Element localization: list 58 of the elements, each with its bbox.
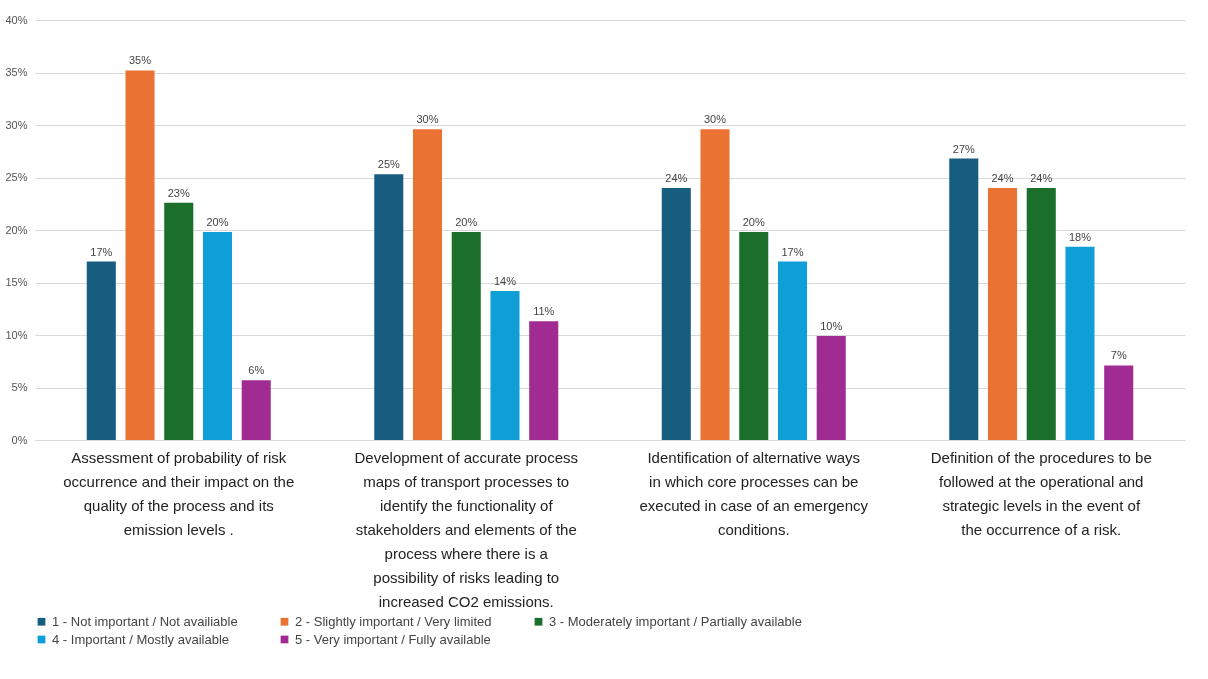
- bar: [164, 202, 194, 440]
- bar: [700, 129, 730, 440]
- x-tick-label: Identification of alternative ways in which core processes can be executed in case of an emergency conditions.: [639, 448, 869, 538]
- bar: [1065, 246, 1095, 440]
- bar: [949, 158, 979, 440]
- data-label: 17%: [90, 245, 113, 258]
- data-label: 10%: [820, 320, 843, 333]
- data-label: 17%: [781, 245, 804, 258]
- bar: [451, 232, 481, 440]
- bar: [412, 129, 443, 440]
- data-label: 24%: [1030, 172, 1053, 184]
- y-tick-label: 5%: [11, 381, 28, 393]
- legend-label: 5 - Very important / Fully available: [295, 631, 491, 647]
- data-label: 24%: [991, 172, 1014, 184]
- bar: [661, 188, 691, 440]
- legend-label: 2 - Slightly important / Very limited: [295, 613, 492, 629]
- bar: [816, 336, 846, 440]
- bar: [86, 261, 116, 440]
- data-label: 20%: [206, 216, 229, 229]
- data-label: 30%: [704, 113, 727, 126]
- bar: [529, 321, 559, 440]
- bar: [490, 290, 520, 440]
- bar: [777, 261, 808, 440]
- data-label: 18%: [1068, 230, 1092, 243]
- bar: [202, 232, 233, 440]
- bar: [1104, 365, 1134, 440]
- legend-label: 1 - Not important / Not availiable: [52, 613, 238, 629]
- y-tick-label: 10%: [5, 328, 28, 341]
- y-tick-label: 30%: [5, 118, 28, 131]
- bar: [739, 232, 769, 440]
- data-label: 27%: [952, 142, 975, 155]
- bar: [241, 380, 271, 440]
- bar: [1026, 188, 1056, 440]
- data-label: 20%: [455, 216, 478, 229]
- y-tick-label: 0%: [11, 433, 28, 446]
- data-label: 25%: [377, 158, 400, 171]
- legend-label: 4 - Important / Mostly available: [52, 631, 230, 647]
- bar: [374, 174, 404, 440]
- data-label: 6%: [248, 364, 265, 377]
- bar: [987, 188, 1018, 440]
- data-label: 20%: [742, 216, 765, 229]
- y-tick-label: 35%: [5, 66, 28, 78]
- data-label: 30%: [416, 113, 439, 126]
- data-label: 24%: [665, 172, 688, 184]
- legend-label: 3 - Moderately important / Partially available: [549, 613, 802, 629]
- data-label: 14%: [493, 274, 517, 287]
- bar: [125, 70, 155, 440]
- data-label: 23%: [167, 186, 190, 199]
- data-label: 35%: [129, 54, 152, 67]
- x-tick-label: Definition of the procedures to be followed at the operational and strategic levels in the event of the occurrence of a risk.: [930, 448, 1152, 538]
- y-tick-label: 25%: [5, 171, 28, 183]
- data-label: 11%: [533, 305, 555, 318]
- y-tick-label: 20%: [5, 223, 28, 236]
- x-tick-label: Development of accurate process maps of transport processes to identify the functionality of stakeholders and elements of the process where there is a possibility of risks leading to increased CO2 emissions.: [354, 448, 578, 610]
- data-label: 7%: [1110, 349, 1127, 362]
- x-tick-label: Assessment of probability of risk occurrence and their impact on the quality of the process and its emission levels .: [63, 448, 295, 538]
- y-tick-label: 40%: [5, 13, 28, 26]
- y-tick-label: 15%: [5, 276, 28, 288]
